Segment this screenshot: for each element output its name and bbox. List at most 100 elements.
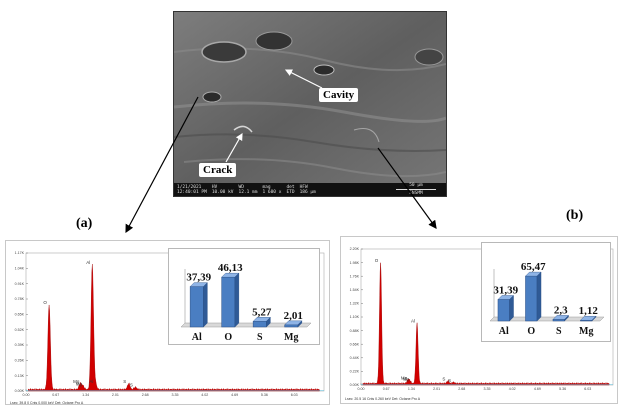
peak-label: Mg: [401, 375, 408, 380]
x-tick-label: 4.02: [201, 393, 208, 397]
peak-label: S: [123, 379, 126, 384]
peak-label: Mg: [403, 377, 410, 382]
x-tick-label: 2.68: [458, 387, 465, 391]
inset-chart-b: 31,39 Al 65,47 O 2,3 S 1,12 Mg: [481, 242, 611, 342]
inset-category-label: S: [556, 326, 562, 337]
y-tick-label: 0.00K: [350, 383, 360, 387]
peak-label: Mg: [73, 379, 80, 384]
sem-date: 1/21/2021: [177, 184, 202, 190]
y-tick-label: 1.17K: [15, 251, 25, 255]
crack-label: Crack: [199, 163, 237, 177]
x-tick-label: 1.34: [82, 393, 89, 397]
y-tick-label: 0.65K: [15, 313, 25, 317]
x-tick-label: 5.36: [559, 387, 566, 391]
y-tick-label: 0.22K: [350, 370, 360, 374]
inset-bar: [252, 321, 267, 328]
sem-hv: 10.00 kV: [211, 189, 234, 195]
y-tick-label: 1.98K: [350, 261, 360, 265]
inset-value-label: 31,39: [493, 284, 518, 296]
sem-scale-bar: [396, 189, 436, 190]
x-tick-label: 6.03: [291, 393, 298, 397]
x-tick-label: 6.03: [584, 387, 591, 391]
x-tick-label: 4.02: [509, 387, 516, 391]
y-tick-label: 0.00K: [15, 389, 25, 393]
sem-info-bar: 1/21/2021 12:40:01 PM HV 10.00 kV WD 12.1 m…: [174, 183, 446, 196]
spectrum-series: [362, 262, 610, 386]
inset-bar: [221, 276, 236, 328]
sem-wd: 12.1 mm: [238, 189, 258, 195]
y-tick-label: 1.32K: [350, 302, 360, 306]
inset-chart-a-plot: 37,39 Al 46,13 O 5,27 S 2,01 Mg: [180, 262, 312, 343]
sem-micrograph: Cavity Crack 1/21/2021 12:40:01 PM HV 10.0…: [173, 11, 447, 197]
inset-bar-side: [564, 314, 569, 322]
peak-label: O: [43, 300, 47, 305]
y-tick-label: 0.39K: [15, 343, 25, 347]
x-tick-label: 0.67: [52, 393, 59, 397]
x-tick-label: 3.35: [172, 393, 179, 397]
inset-value-label: 2,01: [284, 310, 303, 322]
x-tick-label: 2.01: [433, 387, 440, 391]
sem-hv-label: HV: [211, 184, 218, 190]
spectrum-series: [28, 264, 320, 392]
inset-category-label: Al: [499, 326, 509, 337]
x-tick-label: 0.67: [383, 387, 390, 391]
inset-value-label: 1,12: [579, 305, 599, 317]
x-tick-label: 0.00: [23, 393, 30, 397]
inset-bar-side: [509, 294, 514, 322]
inset-bar: [552, 319, 565, 322]
peak-label: Al: [411, 318, 415, 323]
inset-value-label: 2,3: [554, 304, 568, 316]
y-tick-label: 0.44K: [350, 356, 360, 360]
inset-bar: [284, 324, 299, 328]
panel-label-a: (a): [76, 216, 93, 231]
sem-mag-label: mag: [262, 184, 271, 190]
y-tick-label: 1.76K: [350, 274, 360, 278]
sem-mag: 1 600 x: [262, 189, 282, 195]
eds-footer-b: Lsec: 20.5 16 Cnts 0.260 keV Det: Octane…: [345, 397, 421, 401]
inset-value-label: 37,39: [186, 272, 211, 284]
y-tick-label: 0.91K: [15, 282, 25, 286]
y-tick-label: 2.20K: [350, 247, 360, 251]
inset-category-label: S: [257, 332, 263, 343]
inset-bar-side: [203, 282, 208, 328]
inset-value-label: 5,27: [252, 306, 272, 318]
y-tick-label: 0.52K: [15, 328, 25, 332]
inset-bar: [497, 299, 510, 322]
inset-category-label: O: [224, 332, 232, 343]
x-tick-label: 3.35: [484, 387, 491, 391]
y-tick-label: 1.10K: [350, 315, 360, 319]
peak-label: S: [130, 383, 133, 388]
inset-bar: [525, 275, 538, 322]
sem-det: ETD: [286, 189, 295, 195]
x-tick-label: 5.36: [261, 393, 268, 397]
y-tick-label: 0.66K: [350, 342, 360, 346]
inset-bar-side: [536, 271, 542, 322]
x-tick-label: 0.00: [358, 387, 365, 391]
sem-hfw: 186 µm: [299, 189, 316, 195]
inset-bar-side: [591, 315, 597, 322]
inset-chart-b-plot: 31,39 Al 65,47 O 2,3 S 1,12 Mg: [489, 261, 605, 337]
arrow-to-a: [125, 96, 199, 234]
inset-bar-side: [297, 320, 303, 328]
inset-bar-side: [234, 272, 240, 328]
inset-value-label: 46,13: [218, 262, 243, 274]
panel-label-b: (b): [566, 208, 584, 223]
inset-category-label: Mg: [284, 332, 298, 343]
sem-hfw-label: HFW: [299, 184, 308, 190]
y-tick-label: 0.13K: [15, 374, 25, 378]
eds-footer-a: Lsec: 39.8 0 Cnts 0.000 keV Det: Octane …: [10, 401, 84, 405]
peak-label: Mg: [76, 381, 83, 386]
peak-label: S: [442, 377, 445, 382]
inset-bar: [189, 286, 204, 328]
sem-time: 12:40:01 PM: [177, 189, 207, 195]
x-tick-label: 2.68: [142, 393, 149, 397]
cavity-label: Cavity: [319, 88, 359, 102]
sem-det-label: det: [286, 184, 295, 190]
peak-label: Al: [89, 379, 93, 384]
sem-lab: ENSMM: [409, 191, 423, 196]
inset-category-label: Mg: [579, 326, 593, 337]
y-tick-label: 1.54K: [350, 288, 360, 292]
inset-chart-a: 37,39 Al 46,13 O 5,27 S 2,01 Mg: [168, 248, 320, 345]
arrow-to-b: [377, 147, 437, 229]
